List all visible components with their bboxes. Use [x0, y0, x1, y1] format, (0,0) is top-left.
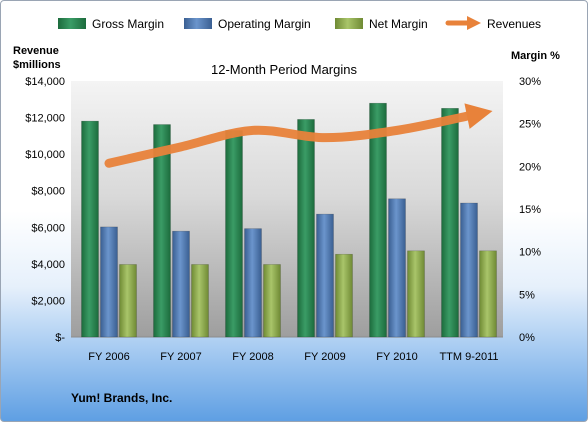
left-tick-label: $14,000: [25, 76, 65, 88]
category-label: FY 2008: [232, 351, 273, 363]
category-label: FY 2006: [88, 351, 129, 363]
net-margin-bar: [119, 264, 137, 338]
operating-margin-bar: [244, 228, 262, 338]
left-tick-label: $6,000: [31, 222, 65, 234]
gross-margin-bar: [225, 130, 243, 338]
right-tick-label: 10%: [519, 247, 541, 259]
revenues-arrowhead: [464, 103, 493, 129]
right-tick-label: 15%: [519, 204, 541, 216]
left-axis-ticks: $- $2,000 $4,000 $6,000 $8,000 $10,000 $12,000…: [25, 76, 65, 344]
right-tick-label: 5%: [519, 289, 535, 301]
category-label: TTM 9-2011: [439, 351, 498, 363]
right-axis-label: Margin %: [511, 50, 560, 62]
left-tick-label: $12,000: [25, 113, 65, 125]
net-margin-bar: [335, 253, 353, 338]
operating-margin-bar: [388, 198, 406, 338]
left-axis-label-line1: Revenue: [13, 45, 59, 57]
gross-margin-bar: [297, 119, 315, 338]
left-axis-label-line2: $millions: [13, 59, 61, 71]
legend-label-operating-margin: Operating Margin: [218, 17, 311, 31]
right-tick-label: 30%: [519, 76, 541, 88]
category-labels: FY 2006 FY 2007 FY 2008 FY 2009 FY 2010 TTM 9…: [88, 351, 498, 363]
bar-series: [81, 102, 497, 338]
right-axis-ticks: 0% 5% 10% 15% 20% 25% 30%: [519, 76, 541, 344]
net-margin-bar: [191, 264, 209, 338]
category-label: FY 2010: [376, 351, 417, 363]
right-tick-label: 25%: [519, 119, 541, 131]
gross-margin-bar: [81, 120, 99, 338]
legend-label-net-margin: Net Margin: [369, 17, 428, 31]
net-margin-bar: [263, 264, 281, 338]
category-label: FY 2009: [304, 351, 345, 363]
operating-margin-bar: [100, 226, 118, 338]
legend-swatch-net-margin: [335, 18, 363, 29]
operating-margin-bar: [460, 202, 478, 338]
legend: Gross Margin Operating Margin Net Margin…: [58, 16, 541, 31]
revenues-line: [104, 111, 474, 168]
net-margin-bar: [479, 250, 497, 338]
gross-margin-bar: [153, 124, 171, 338]
footer-company-label: Yum! Brands, Inc.: [71, 391, 172, 405]
net-margin-bar: [407, 250, 425, 338]
left-tick-label: $10,000: [25, 149, 65, 161]
left-tick-label: $8,000: [31, 186, 65, 198]
category-label: FY 2007: [160, 351, 201, 363]
operating-margin-bar: [172, 230, 190, 338]
right-tick-label: 0%: [519, 332, 535, 344]
left-tick-label: $2,000: [31, 295, 65, 307]
operating-margin-bar: [316, 213, 334, 338]
left-tick-label: $4,000: [31, 259, 65, 271]
right-tick-label: 20%: [519, 161, 541, 173]
legend-swatch-revenues: [445, 16, 481, 30]
legend-label-gross-margin: Gross Margin: [92, 17, 164, 31]
left-tick-label: $-: [55, 332, 65, 344]
legend-swatch-operating-margin: [184, 18, 212, 29]
legend-swatch-gross-margin: [58, 18, 86, 29]
revenues-series: [104, 103, 493, 168]
legend-label-revenues: Revenues: [487, 17, 541, 31]
chart-title: 12-Month Period Margins: [211, 62, 357, 77]
gross-margin-bar: [441, 108, 459, 338]
gross-margin-bar: [369, 102, 387, 338]
